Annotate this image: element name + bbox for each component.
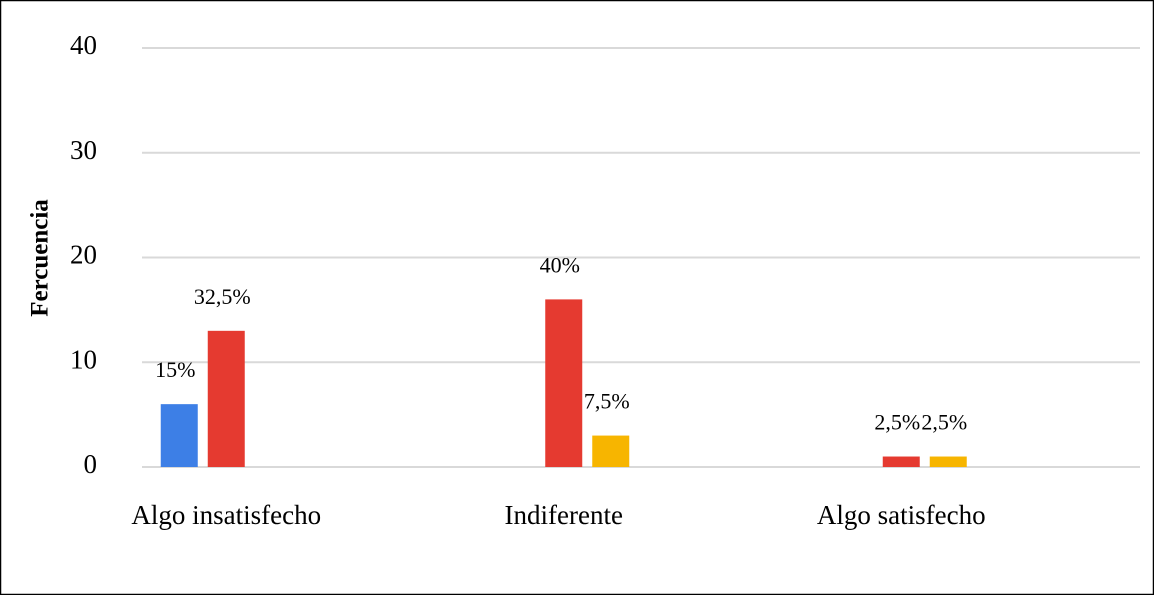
y-axis-title: Fercuencia — [27, 199, 54, 317]
data-label: 32,5% — [194, 284, 251, 309]
x-tick-label-box: Algo insatisfecho — [131, 500, 322, 530]
data-label: 7,5% — [584, 389, 630, 414]
data-label: 40% — [540, 252, 580, 277]
data-label: 2,5% — [874, 410, 920, 435]
bar — [207, 330, 245, 467]
x-tick-label: Algo satisfecho — [816, 500, 986, 530]
bar — [592, 435, 630, 467]
y-tick-label: 10 — [70, 344, 97, 374]
bar — [882, 456, 920, 467]
data-label: 15% — [155, 357, 195, 382]
bar — [160, 404, 198, 467]
x-tick-label-box: Indiferente — [504, 500, 623, 530]
y-tick-label: 40 — [70, 30, 97, 60]
x-tick-label: Indiferente — [504, 500, 623, 530]
bar — [929, 456, 967, 467]
data-label: 2,5% — [921, 410, 967, 435]
x-tick-label: Algo insatisfecho — [131, 500, 322, 530]
y-tick-label: 30 — [70, 135, 97, 165]
y-tick-label: 0 — [84, 449, 98, 479]
bar — [545, 299, 583, 467]
x-tick-label-box: Algo satisfecho — [816, 500, 986, 530]
y-tick-label: 20 — [70, 240, 97, 270]
